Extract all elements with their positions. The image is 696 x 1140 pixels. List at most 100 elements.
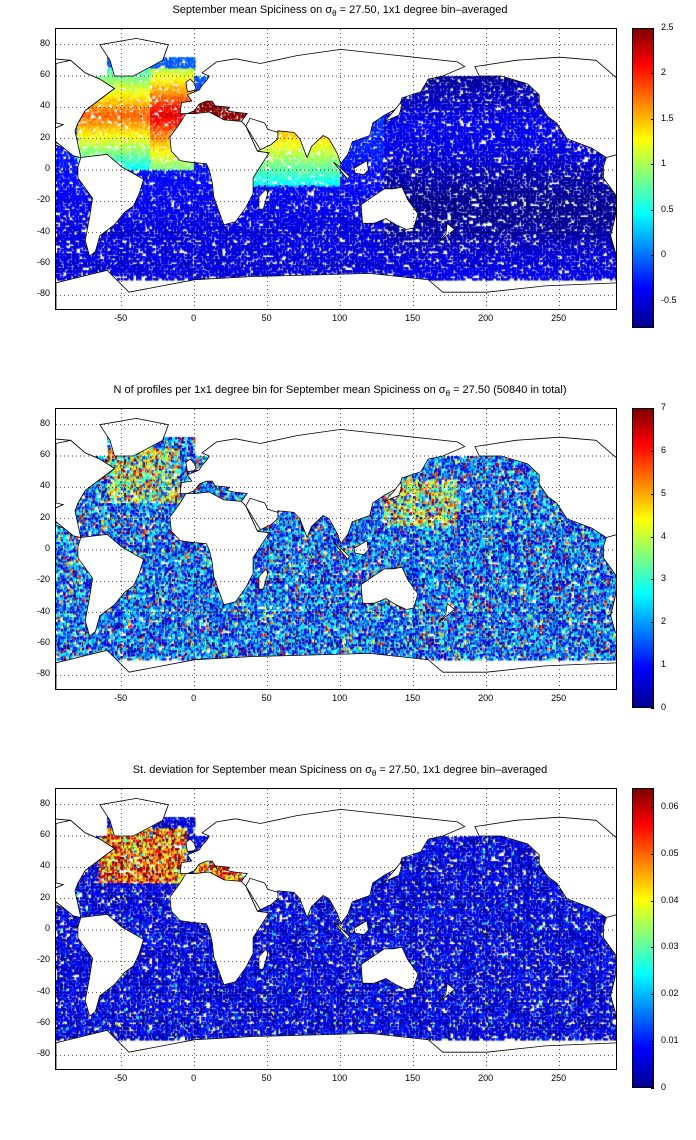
landmass-4 [245,117,279,151]
y-tick-label: 60 [39,449,50,459]
colorbar [632,408,654,708]
colorbar-tick-mark [651,118,654,120]
landmass-9 [353,539,369,556]
title-text: N of profiles per 1x1 degree bin for Sep… [113,384,446,396]
y-tick-label: -40 [36,985,50,996]
landmass-8 [56,649,616,689]
landmass-6 [258,948,269,970]
colorbar-tick-label: 0.02 [661,988,679,999]
colorbar-tick-mark [651,28,654,29]
landmass-2 [77,153,145,257]
coastline-overlay [56,29,616,309]
x-tick-label: 50 [261,1073,272,1083]
y-tick-label: -60 [36,1017,50,1027]
landmass-10 [333,921,350,941]
landmass-1 [99,37,169,77]
colorbar-tick-label: 0.5 [661,203,674,214]
landmass-14 [474,816,616,918]
colorbar-tick-mark [651,408,654,409]
landmass-12 [185,458,197,473]
title-subscript: θ [332,9,337,19]
x-tick-label: 100 [332,693,348,703]
landmass-2 [77,913,145,1017]
y-tick-label: 40 [39,100,50,111]
y-tick-label: -80 [36,668,50,679]
colorbar-tick-label: 1 [661,158,667,169]
colorbar-tick-label: 0 [661,249,667,260]
colorbar [632,28,654,328]
y-tick-label: -60 [36,637,50,647]
y-tick-label: -60 [36,257,50,267]
y-tick-label: -20 [36,574,50,585]
colorbar-tick-label: 7 [661,402,667,412]
colorbar-tick-label: 2.5 [661,22,674,32]
x-tick-label: 150 [405,693,421,703]
x-tick-label: -50 [114,693,128,703]
title-subscript: θ [371,769,377,779]
colorbar-tick-mark [651,300,654,302]
landmass-11 [384,481,403,502]
landmass-1 [99,417,169,457]
landmass-11 [384,861,403,882]
x-tick-label: 100 [332,313,348,323]
x-tick-label: -50 [114,1073,128,1083]
landmass-13 [438,222,456,243]
landmass-13 [438,602,456,623]
landmass-10 [333,541,350,561]
y-tick-label: -40 [36,225,50,236]
colorbar-tick-mark [651,450,654,452]
x-tick-label: 50 [261,693,272,703]
y-tick-label: 80 [39,37,50,48]
landmass-15 [603,154,616,254]
colorbar-tick-label: 0.06 [661,800,679,811]
y-tick-label: 20 [39,131,50,142]
map-axes [55,788,617,1070]
y-tick-label: 0 [44,543,50,553]
y-tick-label: -40 [36,605,50,616]
y-tick-label: -20 [36,194,50,205]
landmass-2 [77,533,145,637]
x-tick-label: 200 [478,1073,494,1083]
landmass-4 [245,877,279,911]
colorbar-tick-mark [651,622,654,624]
landmass-9 [353,159,369,176]
landmass-14 [474,56,616,158]
colorbar-tick-label: 0 [661,1082,667,1092]
x-tick-label: 100 [332,1073,348,1083]
landmass-16 [56,59,116,159]
colorbar-tick-label: 1 [661,659,667,670]
title-text: St. deviation for September mean Spicine… [132,764,372,776]
landmass-7 [360,566,419,610]
landmass-13 [438,982,456,1003]
colorbar-tick-label: 1.5 [661,112,674,123]
colorbar-tick-mark [651,994,654,996]
map-panel-1: September mean Spiciness on σθ = 27.50, … [0,0,696,380]
title-text-end: = 27.50, 1x1 degree bin–averaged [336,4,508,16]
landmass-12 [185,838,197,853]
colorbar-tick-mark [651,708,654,709]
x-tick-label: -50 [114,313,128,323]
landmass-1 [99,797,169,837]
colorbar-tick-label: 2 [661,67,667,78]
coastline-overlay [56,789,616,1069]
colorbar-tick-label: 5 [661,487,667,498]
y-tick-label: -80 [36,288,50,299]
landmass-5 [169,871,270,986]
x-tick-label: 250 [551,693,567,703]
colorbar-tick-label: -0.5 [661,294,677,305]
colorbar [632,788,654,1088]
title-text-end: = 27.50, 1x1 degree bin–averaged [376,764,548,776]
landmass-14 [474,436,616,538]
colorbar-tick-mark [651,806,654,808]
landmass-12 [185,78,197,93]
colorbar-tick-label: 4 [661,530,667,541]
x-tick-label: 200 [478,693,494,703]
x-tick-label: 0 [191,1073,197,1083]
landmass-16 [56,439,116,539]
x-tick-label: 250 [551,313,567,323]
colorbar-tick-mark [651,579,654,581]
landmass-8 [56,1029,616,1069]
landmass-11 [384,101,403,122]
colorbar-tick-label: 6 [661,444,667,455]
map-axes [55,28,617,310]
